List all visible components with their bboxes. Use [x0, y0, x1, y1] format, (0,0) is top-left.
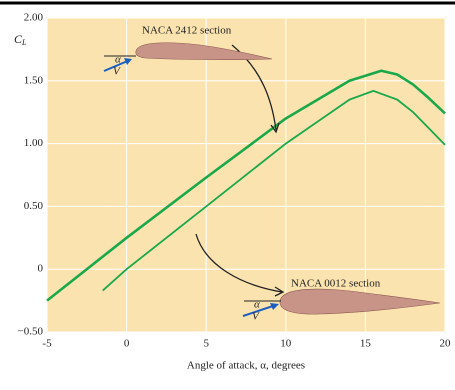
- line-series: [102, 89, 446, 292]
- y-tick-label: 0.50: [24, 200, 44, 212]
- airfoil: [135, 42, 273, 60]
- x-tick-label: -5: [42, 338, 52, 350]
- arrowhead: [274, 286, 285, 297]
- x-tick-label: 5: [203, 338, 209, 350]
- arrow: [195, 233, 283, 293]
- arrowhead: [270, 303, 279, 310]
- y-tick-label: −0.50: [18, 326, 44, 338]
- annotation: NACA 2412 section: [142, 25, 232, 37]
- airfoil: [279, 288, 441, 315]
- x-tick-label: 10: [280, 338, 292, 350]
- x-tick-label: 0: [124, 338, 130, 350]
- y-label-sub: L: [21, 38, 27, 47]
- annotation: NACA 0012 section: [291, 278, 381, 290]
- y-tick-label: 1.00: [24, 137, 44, 149]
- grid: [46, 17, 446, 333]
- v-label: V: [252, 311, 260, 323]
- arrowhead: [124, 58, 132, 65]
- x-tick-label: 15: [360, 338, 372, 350]
- y-label-main: C: [14, 32, 23, 46]
- line-series: [46, 69, 446, 302]
- lines: [46, 69, 446, 302]
- y-tick-label: 0: [38, 263, 44, 275]
- v-label: V: [113, 66, 121, 78]
- alpha-label: α: [115, 54, 121, 66]
- arrowhead: [270, 122, 280, 134]
- y-tick-label: 2.00: [24, 12, 44, 24]
- y-tick-label: 1.50: [24, 74, 44, 86]
- x-label: Angle of attack, α, degrees: [187, 360, 305, 372]
- x-tick-label: 20: [440, 338, 452, 350]
- alpha-label: α: [254, 299, 260, 311]
- velocity-arrow: [242, 304, 277, 317]
- y-label: CL: [14, 32, 27, 47]
